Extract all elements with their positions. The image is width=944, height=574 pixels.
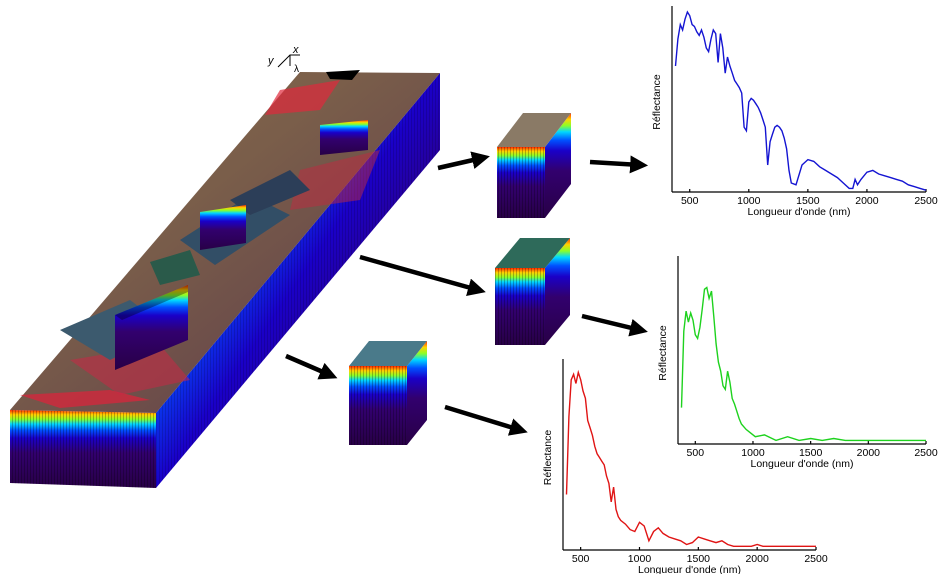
ylabel: Réflectance — [651, 74, 663, 130]
spectrum-line — [565, 369, 816, 547]
x-tick-label: 500 — [681, 195, 699, 207]
vegetation-red-area — [70, 345, 190, 395]
arrow — [581, 313, 648, 337]
axis-y-label: y — [267, 55, 275, 67]
spectrum-chart-blue: 500 1000 1500 2000 2500 Réflectance Longueur… — [651, 6, 938, 218]
subcube-bottom — [349, 341, 427, 445]
subcube-side — [545, 113, 571, 218]
xlabel: Longueur d'onde (nm) — [638, 564, 741, 574]
subcube-side — [545, 238, 570, 345]
spectrum-line — [680, 286, 926, 442]
water-area — [230, 170, 310, 215]
top-dark-patch — [326, 70, 360, 80]
x-tick-label: 2500 — [914, 447, 938, 459]
x-tick-label: 2000 — [855, 195, 879, 207]
x-tick-label: 2000 — [745, 553, 769, 565]
x-tick-label: 500 — [687, 447, 705, 459]
x-tick-label: 2500 — [804, 553, 828, 565]
axis-x-label: x — [292, 44, 299, 56]
cutout-hole-shadow — [115, 285, 188, 320]
ylabel: Réflectance — [657, 325, 669, 381]
ylabel: Réflectance — [542, 430, 554, 486]
axis-indicator-lines — [277, 54, 300, 68]
spectrum-chart-red: 500 1000 1500 2000 2500 Réflectance Longueur… — [542, 359, 828, 574]
hypercube-front-stripes — [10, 410, 156, 488]
x-tick-label: 1500 — [796, 195, 820, 207]
water-area — [150, 250, 200, 285]
x-tick-label: 500 — [572, 553, 590, 565]
spectrum-chart-green: 500 1000 1500 2000 2500 Réflectance Longueur… — [657, 256, 938, 470]
arrow — [589, 155, 649, 174]
x-tick-label: 2000 — [857, 447, 881, 459]
vegetation-red-area — [265, 80, 340, 115]
x-tick-label: 1000 — [737, 195, 761, 207]
spectral-charts: 500 1000 1500 2000 2500 Réflectance Longueur… — [542, 6, 938, 574]
arrow — [285, 353, 338, 380]
subcube-front-stripes — [495, 268, 545, 345]
cutout-hole — [320, 120, 368, 155]
x-tick-label: 2500 — [914, 195, 938, 207]
arrow — [437, 151, 490, 171]
subcube-middle — [495, 238, 570, 345]
subcube-top-face — [497, 113, 571, 147]
subcube-front-stripes — [497, 147, 545, 218]
arrow — [444, 404, 528, 436]
x-tick-label: 1000 — [628, 553, 652, 565]
subcube-front-stripes — [349, 366, 407, 445]
axis-indicator: y x λ — [267, 44, 300, 75]
vegetation-red-area — [20, 390, 150, 408]
subcube-top-face — [349, 341, 427, 366]
x-tick-label: 1500 — [687, 553, 711, 565]
hypercube — [10, 70, 440, 488]
cutout-hole — [115, 285, 188, 370]
xlabel: Longueur d'onde (nm) — [748, 206, 851, 218]
x-tick-label: 1000 — [741, 447, 765, 459]
subcube-top-face — [495, 238, 570, 268]
axis-lambda-label: λ — [294, 64, 299, 75]
subcube-top — [497, 113, 571, 218]
spectrum-line — [674, 10, 927, 191]
x-tick-label: 1500 — [799, 447, 823, 459]
xlabel: Longueur d'onde (nm) — [751, 458, 854, 470]
subcube-side — [407, 341, 427, 445]
cutout-hole — [200, 205, 246, 250]
arrow — [359, 254, 486, 297]
vegetation-red-area — [290, 150, 380, 210]
